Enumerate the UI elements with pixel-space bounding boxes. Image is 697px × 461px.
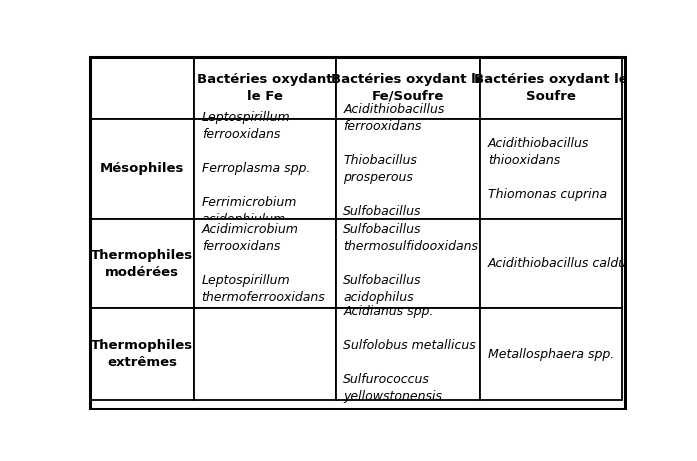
Bar: [90, 118, 194, 219]
Bar: [480, 308, 622, 400]
Bar: [336, 57, 480, 118]
Bar: [480, 57, 622, 118]
Text: Bactéries oxydant
le Fe: Bactéries oxydant le Fe: [197, 73, 332, 103]
Text: Thermophiles
modérées: Thermophiles modérées: [91, 248, 193, 278]
Bar: [90, 308, 194, 400]
Bar: [194, 57, 336, 118]
Bar: [194, 308, 336, 400]
Text: Acidimicrobium
ferrooxidans

Leptospirillum
thermoferrooxidans: Acidimicrobium ferrooxidans Leptospirill…: [201, 223, 325, 304]
Text: Acidithiobacillus
ferrooxidans

Thiobacillus
prosperous

Sulfobacillus
montserra: Acidithiobacillus ferrooxidans Thiobacil…: [344, 103, 445, 235]
Text: Bactéries oxydant le
Fe/Soufre: Bactéries oxydant le Fe/Soufre: [331, 73, 485, 103]
Text: Acidianus spp.

Sulfolobus metallicus

Sulfurococcus
yellowstonensis: Acidianus spp. Sulfolobus metallicus Sul…: [344, 305, 476, 403]
Text: Metallosphaera spp.: Metallosphaera spp.: [488, 348, 614, 361]
Bar: [480, 219, 622, 308]
Text: Mésophiles: Mésophiles: [100, 162, 184, 175]
Bar: [336, 118, 480, 219]
Bar: [480, 118, 622, 219]
Text: Acidithiobacillus
thiooxidans

Thiomonas cuprina: Acidithiobacillus thiooxidans Thiomonas …: [488, 136, 607, 201]
Text: Acidithiobacillus caldus: Acidithiobacillus caldus: [488, 257, 634, 270]
Text: Thermophiles
extrêmes: Thermophiles extrêmes: [91, 339, 193, 369]
Bar: [336, 219, 480, 308]
Bar: [194, 118, 336, 219]
Bar: [336, 308, 480, 400]
Text: Bactéries oxydant le
Soufre: Bactéries oxydant le Soufre: [474, 73, 628, 103]
Text: Leptospirillum
ferrooxidans

Ferroplasma spp.

Ferrimicrobium
acidophiulum: Leptospirillum ferrooxidans Ferroplasma …: [201, 111, 310, 226]
Text: Sulfobacillus
thermosulfidooxidans

Sulfobacillus
acidophilus: Sulfobacillus thermosulfidooxidans Sulfo…: [344, 223, 478, 304]
Bar: [90, 219, 194, 308]
Bar: [194, 219, 336, 308]
Bar: [90, 57, 194, 118]
